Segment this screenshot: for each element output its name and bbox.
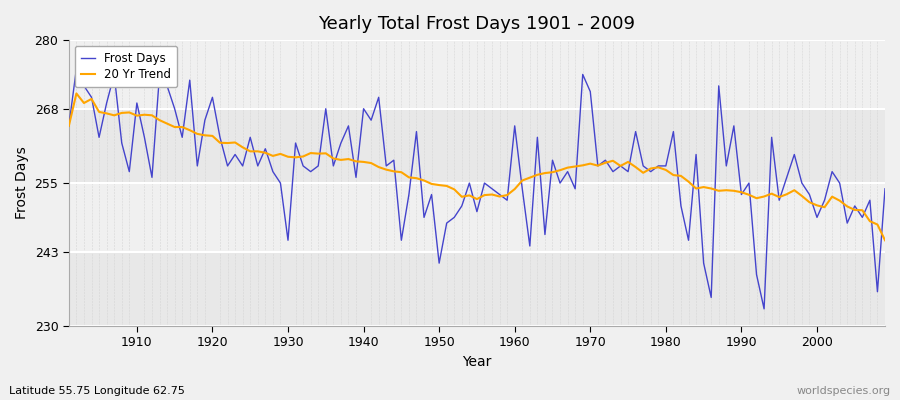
Frost Days <box>517 186 527 191</box>
Line: 20 Yr Trend: 20 Yr Trend <box>68 94 885 240</box>
20 Yr Trend <box>879 238 890 243</box>
20 Yr Trend <box>131 113 142 118</box>
20 Yr Trend <box>343 157 354 162</box>
Frost Days <box>879 186 890 191</box>
Frost Days <box>509 124 520 128</box>
Legend: Frost Days, 20 Yr Trend: Frost Days, 20 Yr Trend <box>75 46 177 87</box>
20 Yr Trend <box>517 178 527 183</box>
Frost Days <box>608 169 618 174</box>
Bar <box>68 252 885 326</box>
Frost Days <box>63 124 74 128</box>
20 Yr Trend <box>608 158 618 163</box>
Text: worldspecies.org: worldspecies.org <box>796 386 891 396</box>
20 Yr Trend <box>63 124 74 128</box>
Frost Days <box>298 164 309 168</box>
Frost Days <box>759 306 769 311</box>
X-axis label: Year: Year <box>463 355 491 369</box>
20 Yr Trend <box>509 187 520 192</box>
Frost Days <box>71 66 82 71</box>
20 Yr Trend <box>298 154 309 159</box>
Text: Latitude 55.75 Longitude 62.75: Latitude 55.75 Longitude 62.75 <box>9 386 184 396</box>
Y-axis label: Frost Days: Frost Days <box>15 147 29 220</box>
Frost Days <box>343 124 354 128</box>
Line: Frost Days: Frost Days <box>68 69 885 309</box>
Bar <box>68 109 885 183</box>
Title: Yearly Total Frost Days 1901 - 2009: Yearly Total Frost Days 1901 - 2009 <box>319 15 635 33</box>
20 Yr Trend <box>71 91 82 96</box>
Frost Days <box>131 101 142 106</box>
